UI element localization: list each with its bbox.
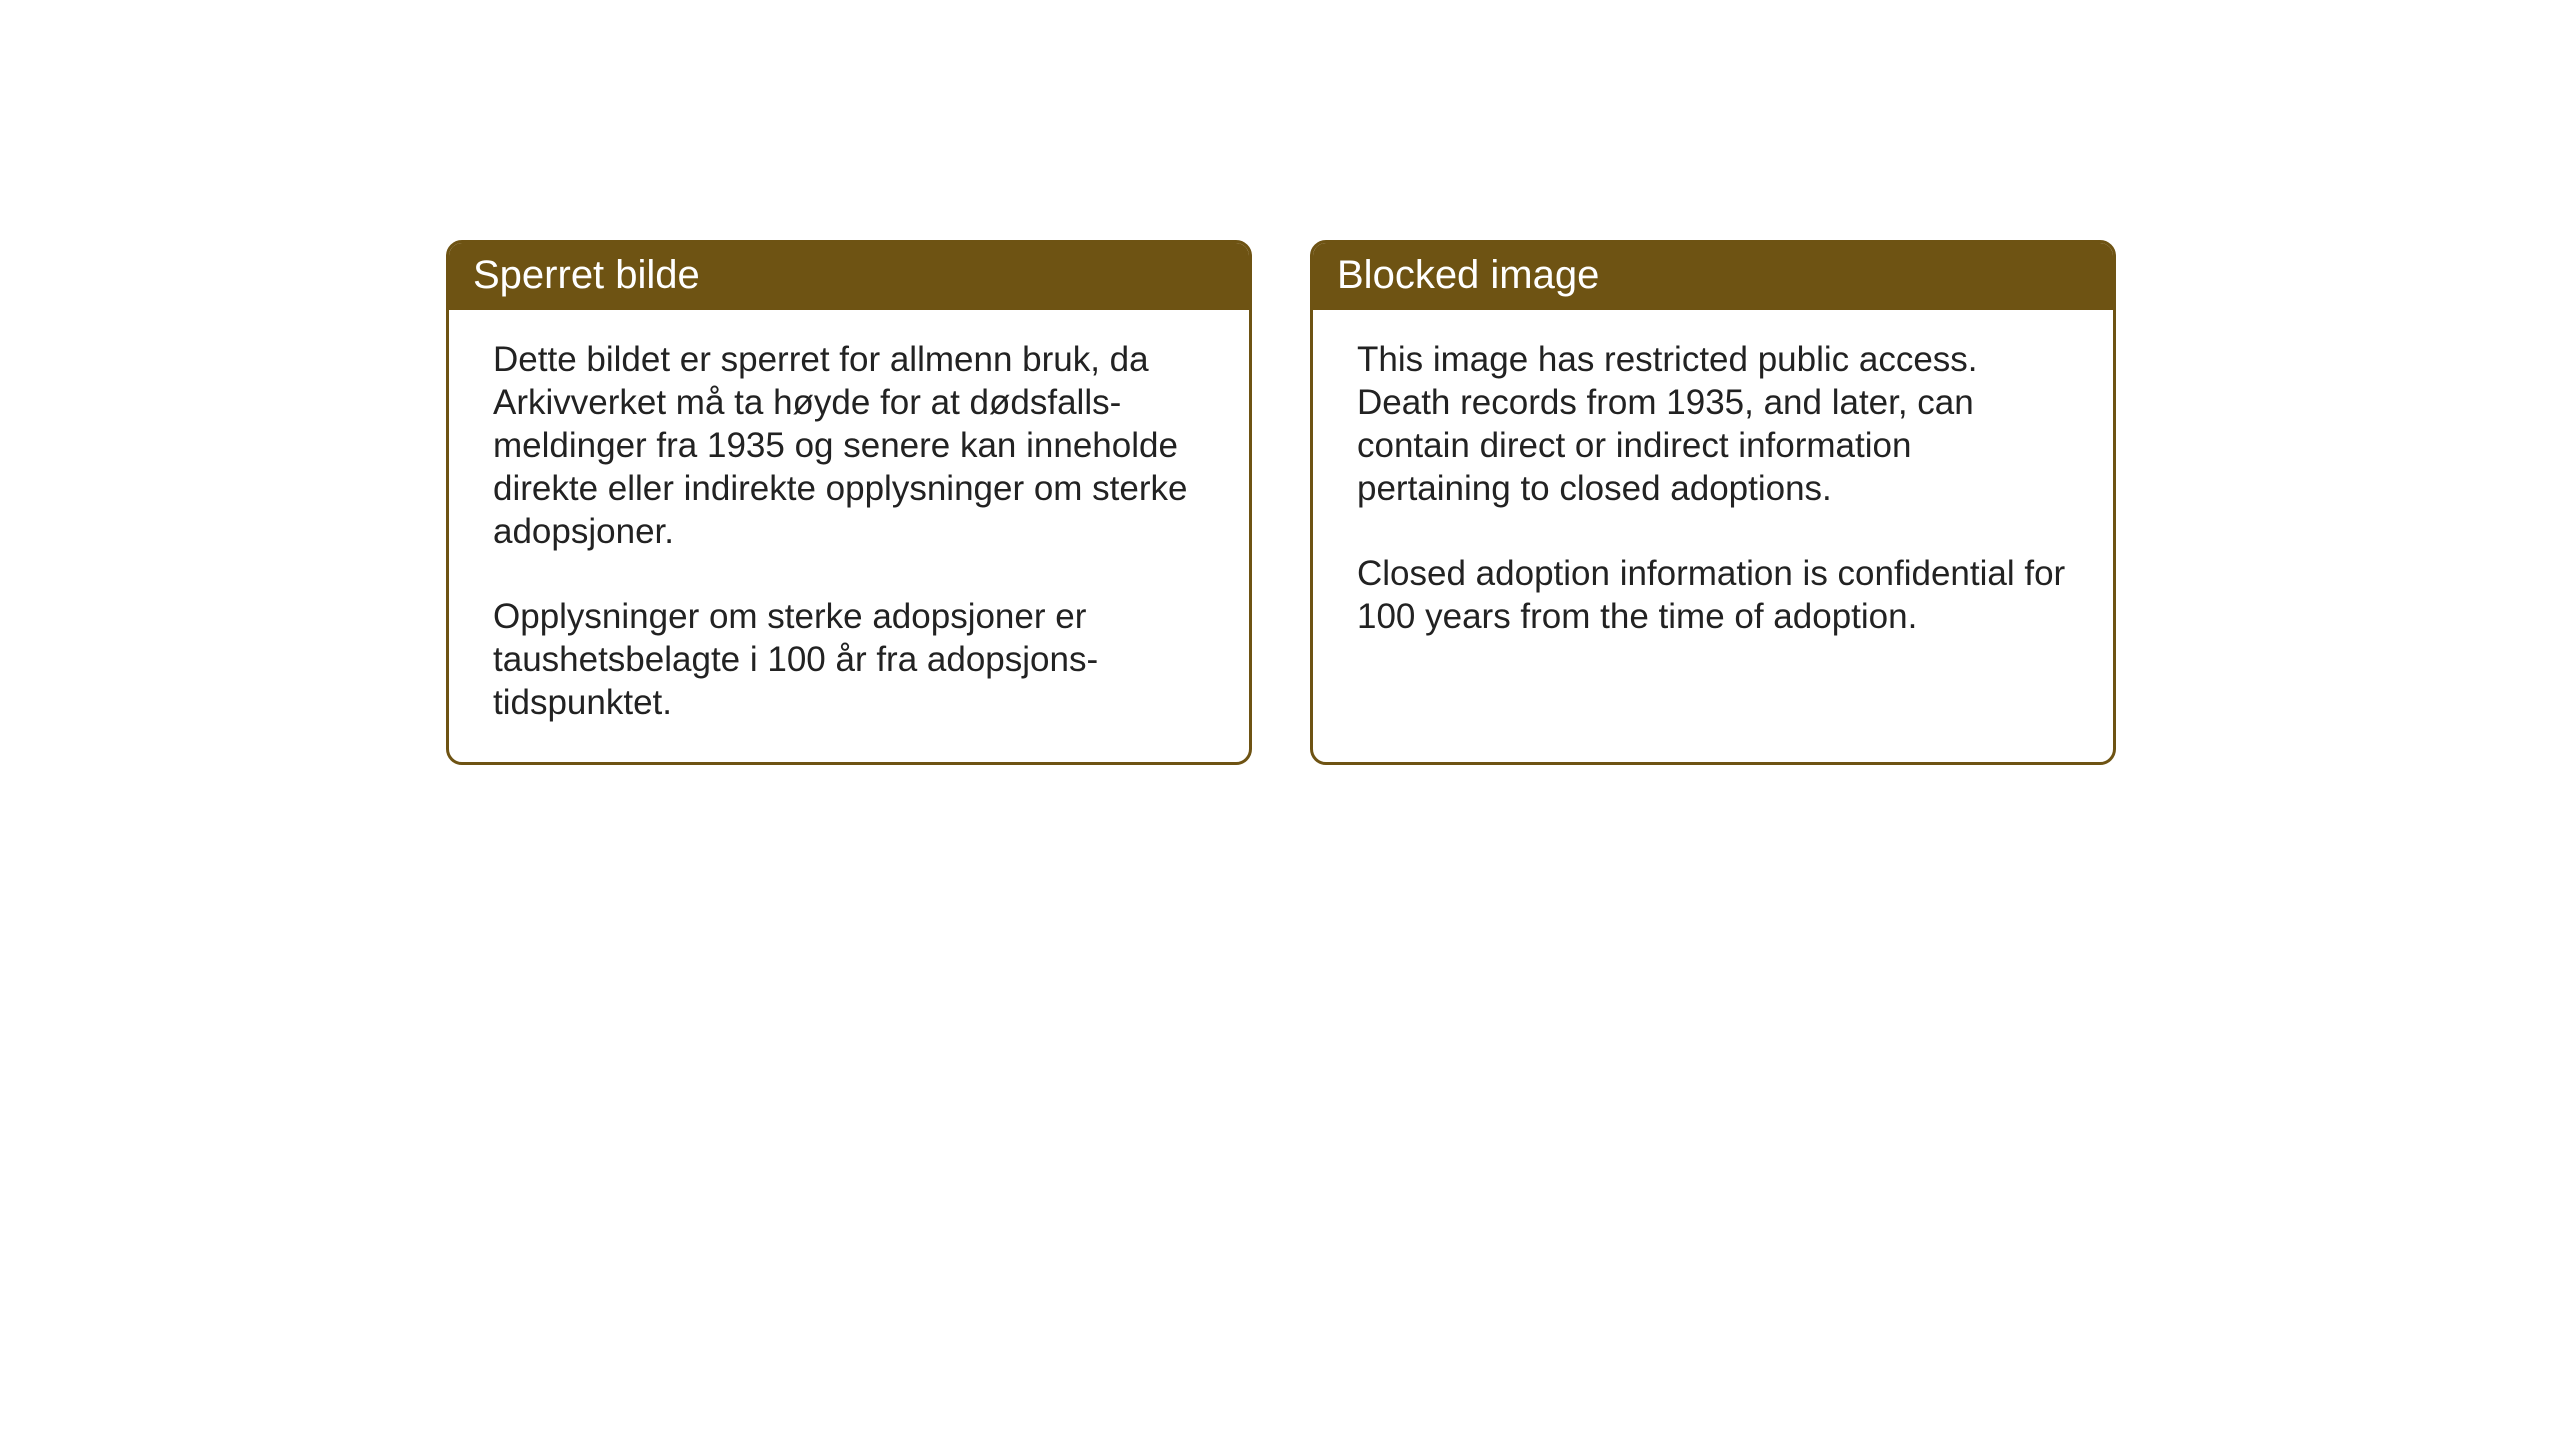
card-header-english: Blocked image bbox=[1313, 243, 2113, 310]
notice-card-norwegian: Sperret bilde Dette bildet er sperret fo… bbox=[446, 240, 1252, 765]
paragraph-2-norwegian: Opplysninger om sterke adopsjoner er tau… bbox=[493, 595, 1205, 724]
card-body-english: This image has restricted public access.… bbox=[1313, 310, 2113, 676]
notice-card-english: Blocked image This image has restricted … bbox=[1310, 240, 2116, 765]
card-header-norwegian: Sperret bilde bbox=[449, 243, 1249, 310]
paragraph-2-english: Closed adoption information is confident… bbox=[1357, 552, 2069, 638]
paragraph-1-norwegian: Dette bildet er sperret for allmenn bruk… bbox=[493, 338, 1205, 553]
paragraph-1-english: This image has restricted public access.… bbox=[1357, 338, 2069, 510]
notice-container: Sperret bilde Dette bildet er sperret fo… bbox=[446, 240, 2116, 765]
card-body-norwegian: Dette bildet er sperret for allmenn bruk… bbox=[449, 310, 1249, 762]
